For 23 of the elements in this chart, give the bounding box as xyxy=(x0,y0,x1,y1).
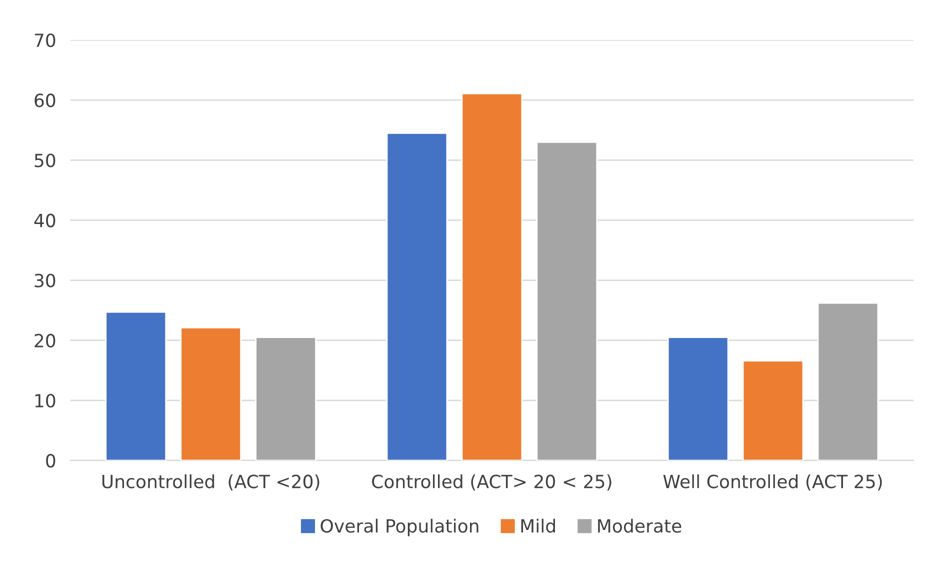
bar xyxy=(255,336,316,460)
bar xyxy=(105,311,167,460)
y-tick-label: 50 xyxy=(34,154,56,168)
bar xyxy=(386,132,448,460)
legend-label: Overal Population xyxy=(320,518,478,536)
y-tick-label: 70 xyxy=(34,34,56,48)
y-tick-label: 20 xyxy=(34,334,56,348)
bar xyxy=(461,92,523,460)
y-tick-label: 10 xyxy=(35,394,56,408)
y-tick-label: 60 xyxy=(34,94,56,108)
x-tick-label: Controlled (ACT> 20 < 25) xyxy=(372,474,612,490)
bar xyxy=(536,141,598,460)
bar xyxy=(817,302,879,460)
bar xyxy=(742,360,804,460)
legend-label: Moderate xyxy=(598,518,682,533)
y-tick-label: 30 xyxy=(34,274,56,288)
legend-label: Mild xyxy=(521,518,555,533)
y-tick-label: 0 xyxy=(46,454,56,468)
y-tick-label: 40 xyxy=(34,214,56,228)
bar xyxy=(180,327,242,460)
x-tick-label: Well Controlled (ACT 25) xyxy=(663,474,882,490)
bar xyxy=(667,336,729,460)
x-tick-label: Uncontrolled (ACT <20) xyxy=(102,474,320,490)
